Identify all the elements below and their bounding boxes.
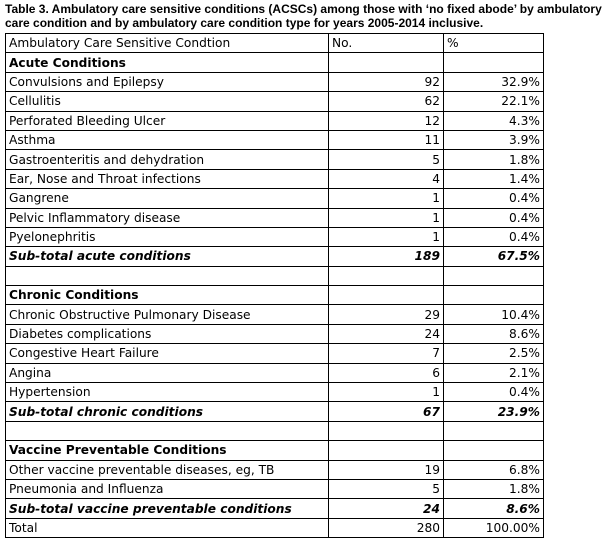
table-row: Convulsions and Epilepsy 92 32.9% xyxy=(5,71,544,93)
acute-subtotal-count: 189 xyxy=(328,246,444,267)
total-row: Total 280 100.00% xyxy=(5,517,544,539)
chronic-heading-row: Chronic Conditions xyxy=(5,285,544,306)
acute-subtotal-label: Sub-total acute conditions xyxy=(5,246,329,267)
table-row: Angina 6 2.1% xyxy=(5,362,544,384)
vaccine-subtotal-row: Sub-total vaccine preventable conditions… xyxy=(5,498,544,519)
vaccine-heading: Vaccine Preventable Conditions xyxy=(5,440,329,461)
condition-count: 24 xyxy=(328,323,444,345)
table-row: Perforated Bleeding Ulcer 12 4.3% xyxy=(5,110,544,131)
acute-subtotal-row: Sub-total acute conditions 189 67.5% xyxy=(5,246,544,267)
table-row: Ear, Nose and Throat infections 4 1.4% xyxy=(5,168,544,190)
condition-percent: 0.4% xyxy=(443,188,544,209)
condition-percent: 10.4% xyxy=(443,304,544,325)
table-row: Asthma 11 3.9% xyxy=(5,129,544,151)
condition-name: Asthma xyxy=(5,129,329,151)
table-row: Pneumonia and Influenza 5 1.8% xyxy=(5,478,544,500)
table-row: Diabetes complications 24 8.6% xyxy=(5,323,544,345)
condition-name: Other vaccine preventable diseases, eg, … xyxy=(5,459,329,480)
condition-name: Ear, Nose and Throat infections xyxy=(5,168,329,190)
condition-count: 92 xyxy=(328,71,444,93)
condition-count: 1 xyxy=(328,188,444,209)
spacer-row xyxy=(5,420,544,442)
table-row: Congestive Heart Failure 7 2.5% xyxy=(5,343,544,364)
condition-count: 7 xyxy=(328,343,444,364)
acsc-table: Ambulatory Care Sensitive Condtion No. %… xyxy=(5,32,544,539)
condition-name: Pyelonephritis xyxy=(5,226,329,248)
condition-name: Gangrene xyxy=(5,188,329,209)
table-row: Hypertension 1 0.4% xyxy=(5,382,544,403)
condition-percent: 0.4% xyxy=(443,382,544,403)
condition-count: 1 xyxy=(328,226,444,248)
chronic-heading: Chronic Conditions xyxy=(5,285,329,306)
vaccine-heading-row: Vaccine Preventable Conditions xyxy=(5,440,544,461)
chronic-subtotal-row: Sub-total chronic conditions 67 23.9% xyxy=(5,401,544,422)
vaccine-subtotal-label: Sub-total vaccine preventable conditions xyxy=(5,498,329,519)
table-row: Gangrene 1 0.4% xyxy=(5,188,544,209)
condition-count: 6 xyxy=(328,362,444,384)
condition-name: Pelvic Inflammatory disease xyxy=(5,207,329,228)
condition-name: Pneumonia and Influenza xyxy=(5,478,329,500)
condition-count: 5 xyxy=(328,478,444,500)
condition-count: 62 xyxy=(328,91,444,112)
chronic-subtotal-percent: 23.9% xyxy=(443,401,544,422)
condition-count: 12 xyxy=(328,110,444,131)
condition-name: Perforated Bleeding Ulcer xyxy=(5,110,329,131)
header-pct: % xyxy=(443,32,544,54)
chronic-subtotal-label: Sub-total chronic conditions xyxy=(5,401,329,422)
table-row: Gastroenteritis and dehydration 5 1.8% xyxy=(5,149,544,170)
condition-count: 1 xyxy=(328,207,444,228)
condition-percent: 0.4% xyxy=(443,226,544,248)
condition-percent: 1.8% xyxy=(443,149,544,170)
condition-count: 4 xyxy=(328,168,444,190)
table-row: Pelvic Inflammatory disease 1 0.4% xyxy=(5,207,544,228)
condition-percent: 4.3% xyxy=(443,110,544,131)
condition-name: Hypertension xyxy=(5,382,329,403)
condition-name: Congestive Heart Failure xyxy=(5,343,329,364)
condition-percent: 8.6% xyxy=(443,323,544,345)
condition-percent: 2.1% xyxy=(443,362,544,384)
condition-name: Diabetes complications xyxy=(5,323,329,345)
condition-percent: 2.5% xyxy=(443,343,544,364)
table-caption: Table 3. Ambulatory care sensitive condi… xyxy=(5,2,602,30)
condition-count: 19 xyxy=(328,459,444,480)
condition-name: Convulsions and Epilepsy xyxy=(5,71,329,93)
condition-name: Cellulitis xyxy=(5,91,329,112)
vaccine-subtotal-count: 24 xyxy=(328,498,444,519)
acute-heading: Acute Conditions xyxy=(5,52,329,73)
condition-name: Chronic Obstructive Pulmonary Disease xyxy=(5,304,329,325)
condition-name: Angina xyxy=(5,362,329,384)
table-row: Other vaccine preventable diseases, eg, … xyxy=(5,459,544,480)
acute-subtotal-percent: 67.5% xyxy=(443,246,544,267)
header-condition: Ambulatory Care Sensitive Condtion xyxy=(5,32,329,54)
condition-count: 5 xyxy=(328,149,444,170)
total-percent: 100.00% xyxy=(443,517,544,539)
condition-count: 29 xyxy=(328,304,444,325)
condition-percent: 22.1% xyxy=(443,91,544,112)
spacer-row xyxy=(5,265,544,287)
chronic-subtotal-count: 67 xyxy=(328,401,444,422)
condition-percent: 1.4% xyxy=(443,168,544,190)
condition-name: Gastroenteritis and dehydration xyxy=(5,149,329,170)
total-label: Total xyxy=(5,517,329,539)
acute-heading-row: Acute Conditions xyxy=(5,52,544,73)
condition-count: 1 xyxy=(328,382,444,403)
condition-percent: 32.9% xyxy=(443,71,544,93)
total-count: 280 xyxy=(328,517,444,539)
header-no: No. xyxy=(328,32,444,54)
table-row: Chronic Obstructive Pulmonary Disease 29 1… xyxy=(5,304,544,325)
table-row: Pyelonephritis 1 0.4% xyxy=(5,226,544,248)
condition-percent: 1.8% xyxy=(443,478,544,500)
condition-percent: 6.8% xyxy=(443,459,544,480)
condition-percent: 0.4% xyxy=(443,207,544,228)
condition-count: 11 xyxy=(328,129,444,151)
condition-percent: 3.9% xyxy=(443,129,544,151)
vaccine-subtotal-percent: 8.6% xyxy=(443,498,544,519)
table-row: Cellulitis 62 22.1% xyxy=(5,91,544,112)
header-row: Ambulatory Care Sensitive Condtion No. % xyxy=(5,32,544,54)
